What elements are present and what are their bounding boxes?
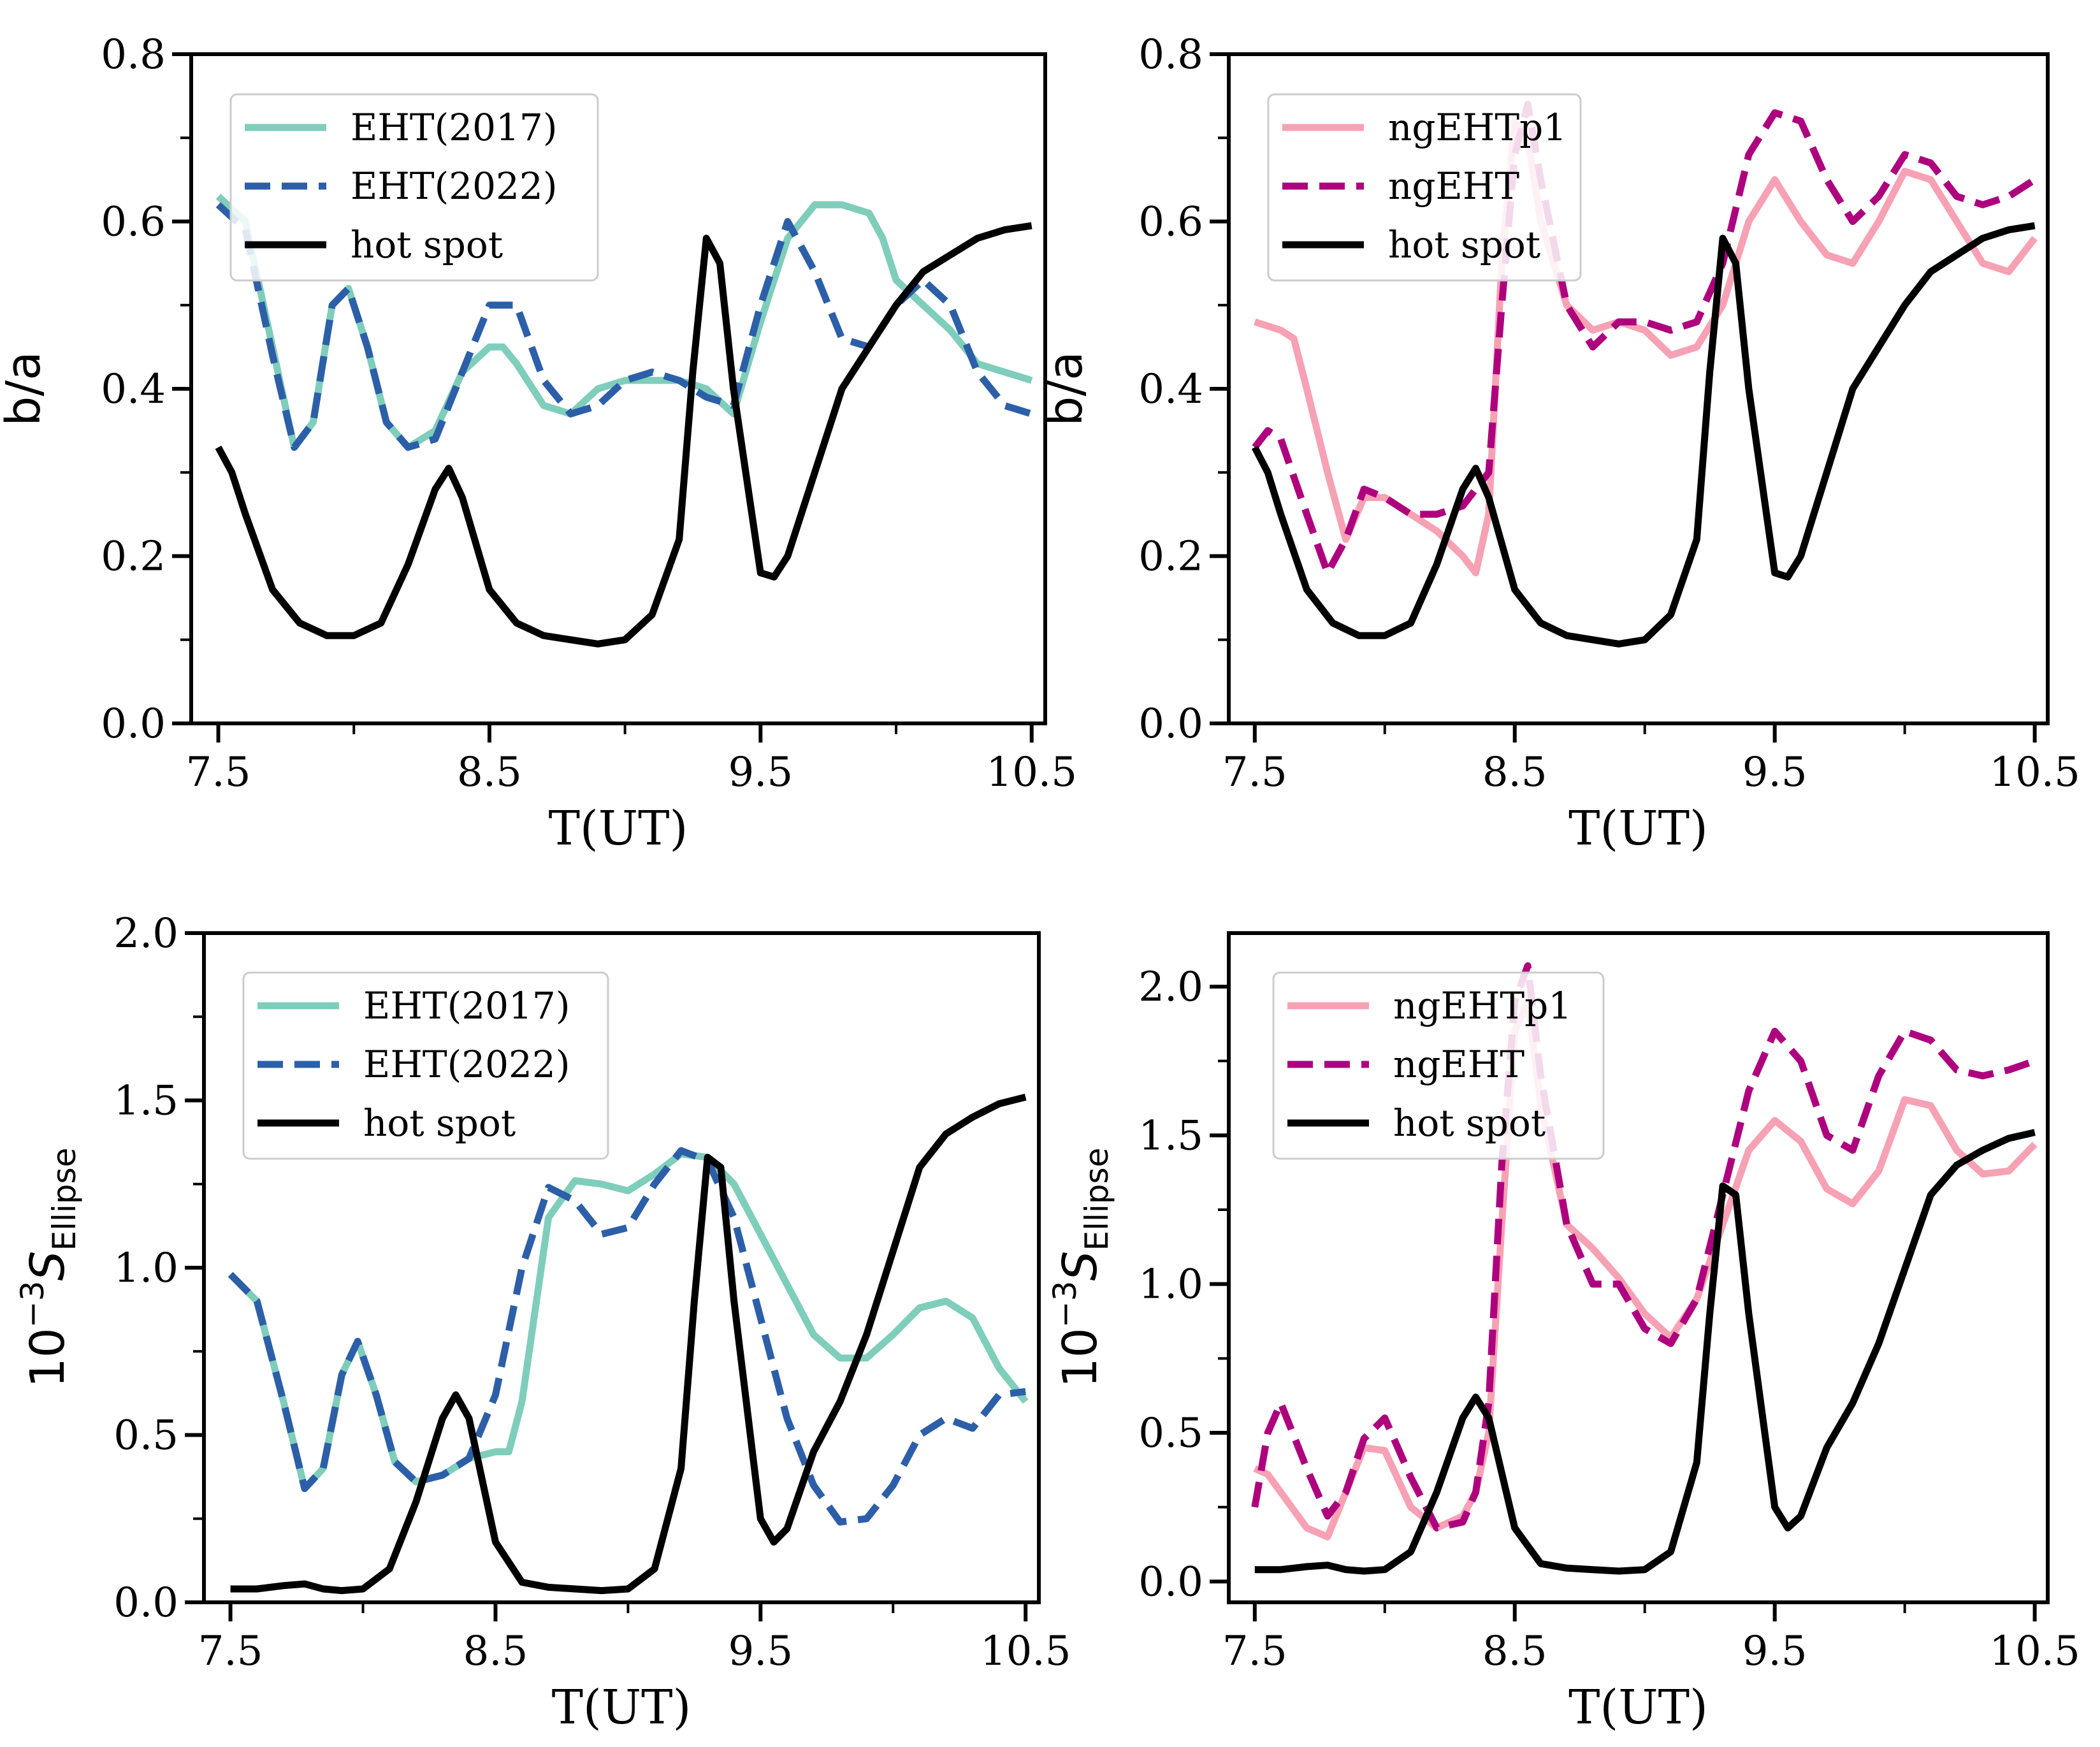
legend-label: EHT(2022) [363,1043,570,1086]
series-line-eht-2022- [228,1147,1026,1526]
x-tick-label: 7.5 [186,749,251,796]
legend-label: hot spot [1388,223,1540,266]
series-group [1251,101,2038,648]
y-tick-label: 0.0 [1138,1558,1203,1606]
x-tick-label: 7.5 [198,1628,263,1675]
legend-label: hot spot [363,1101,516,1145]
panel-1: 7.5 8.5 9.5 10.5 0.0 0.2 0.4 0.6 0.8 T(UT) b/a EHT(… [0,31,1077,856]
x-tick-label: 8.5 [457,749,522,796]
y-tick-label: 0.4 [101,366,166,413]
legend-label: ngEHT [1393,1043,1524,1086]
legend-frame [229,93,599,282]
panel-3: 7.5 8.5 9.5 10.5 0.0 0.5 1.0 1.5 2.0 T(UT) 10−3SEl… [14,910,1071,1735]
y-label-subscript: Ellipse [1078,1148,1115,1251]
x-axis-label: T(UT) [1568,1680,1708,1735]
series-line-hot-spot [1254,1129,2036,1575]
x-tick-label: 8.5 [1482,749,1547,796]
y-tick-label: 0.8 [101,31,166,78]
y-tick-label: 1.0 [113,1245,178,1292]
series-line-hot-spot [215,222,1032,648]
y-axis-label: b/a [1038,351,1093,426]
series-group [228,1093,1029,1595]
y-tick-label: 1.5 [113,1078,178,1125]
legend-label: hot spot [1393,1101,1546,1145]
y-tick-label: 0.4 [1138,366,1203,413]
legend-label: ngEHT [1388,164,1519,208]
legend-label: ngEHTp1 [1388,106,1567,149]
x-tick-label: 10.5 [986,749,1077,796]
x-tick-label: 9.5 [1742,1628,1807,1675]
series-line-ngehtp1 [1254,117,2038,577]
y-tick-label: 0.2 [101,533,166,581]
legend-frame [1267,93,1582,282]
y-label-exponent: −3 [14,1280,51,1328]
y-label-exponent: −3 [1046,1280,1083,1328]
y-tick-label: 2.0 [113,910,178,957]
x-tick-label: 7.5 [1222,749,1287,796]
legend-label: EHT(2017) [363,984,570,1027]
y-label-symbol: S [1053,1250,1108,1280]
series-line-ngeht [1252,101,2037,577]
y-axis-label: 10−3SEllipse [14,1148,83,1388]
y-tick-label: 0.0 [113,1579,178,1627]
series-line-ngeht [1251,962,2036,1532]
x-tick-label: 8.5 [1482,1628,1547,1675]
legend-label: EHT(2017) [351,106,557,149]
y-label-base: 10 [1053,1328,1108,1388]
plot-frame [202,931,1041,1604]
y-tick-label: 0.6 [101,199,166,246]
y-tick-label: 1.5 [1138,1112,1203,1159]
legend-label: EHT(2022) [351,164,557,208]
y-tick-label: 1.0 [1138,1261,1203,1308]
x-tick-label: 7.5 [1222,1628,1287,1675]
y-tick-label: 2.0 [1138,964,1203,1011]
legend: EHT(2017) EHT(2022) hot spot [229,93,599,282]
series-group [215,194,1033,648]
x-tick-label: 10.5 [980,1628,1071,1675]
panel-2: 7.5 8.5 9.5 10.5 0.0 0.2 0.4 0.6 0.8 T(UT) b/a ngEH… [1038,31,2080,856]
x-axis-label: T(UT) [1568,801,1708,856]
y-label-subscript: Ellipse [46,1148,83,1251]
y-tick-label: 0.8 [1138,31,1203,78]
legend-frame [242,971,609,1160]
y-tick-label: 0.6 [1138,199,1203,246]
y-label-base: 10 [20,1328,75,1388]
legend-label: ngEHTp1 [1393,984,1572,1027]
plot-frame [1227,52,2050,725]
series-group [1251,962,2038,1575]
y-tick-label: 0.5 [1138,1410,1203,1457]
legend: ngEHTp1 ngEHT hot spot [1267,93,1582,282]
plot-frame [189,52,1047,725]
legend-label: hot spot [351,223,503,266]
x-axis-label: T(UT) [552,1680,692,1735]
x-tick-label: 9.5 [728,749,793,796]
x-axis-label: T(UT) [549,801,688,856]
x-tick-label: 8.5 [463,1628,528,1675]
x-tick-label: 9.5 [728,1628,793,1675]
panel-4: 7.5 8.5 9.5 10.5 0.0 0.5 1.0 1.5 2.0 T(UT) 10−3SEl… [1046,931,2080,1735]
y-tick-label: 0.0 [1138,700,1203,748]
legend: ngEHTp1 ngEHT hot spot [1272,971,1605,1160]
legend: EHT(2017) EHT(2022) hot spot [242,971,609,1160]
y-label-symbol: S [20,1250,75,1280]
y-tick-label: 0.2 [1138,533,1203,581]
plot-frame [1227,931,2050,1604]
x-tick-label: 9.5 [1742,749,1807,796]
series-line-hot-spot [230,1093,1027,1595]
y-axis-label: b/a [0,351,51,426]
legend-frame [1272,971,1605,1160]
y-tick-label: 0.5 [113,1412,178,1460]
x-tick-label: 10.5 [1989,1628,2080,1675]
series-line-hot-spot [1251,222,2036,648]
y-tick-label: 0.0 [101,700,166,748]
x-tick-label: 10.5 [1989,749,2080,796]
y-axis-label: 10−3SEllipse [1046,1148,1115,1388]
